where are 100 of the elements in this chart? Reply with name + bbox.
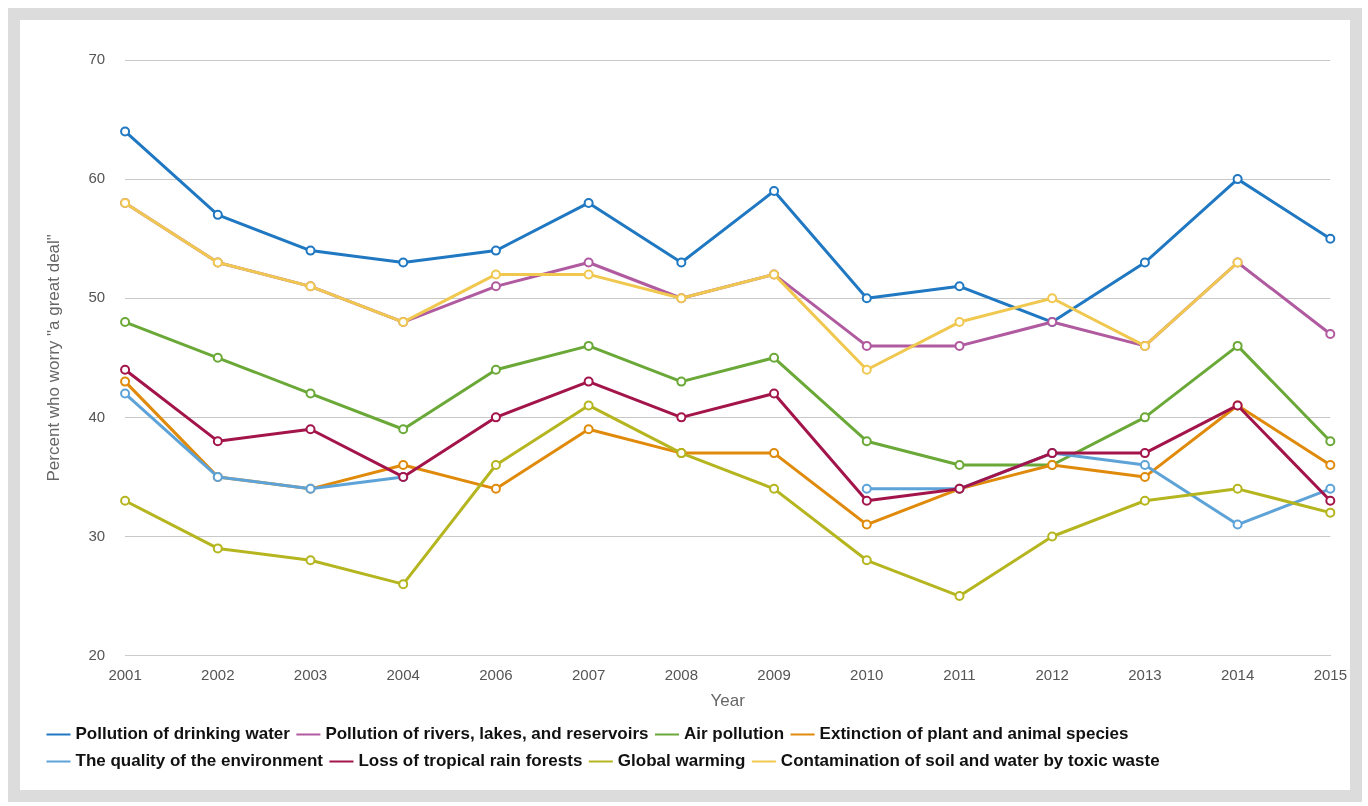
- point: [1139, 460, 1150, 471]
- point: [1232, 483, 1243, 494]
- legend-label: Air pollution: [684, 724, 785, 744]
- legend-label: The quality of the environment: [75, 751, 324, 771]
- point: [676, 412, 687, 423]
- point: [676, 257, 687, 268]
- point: [769, 448, 780, 459]
- point: [1325, 495, 1336, 506]
- point: [398, 257, 409, 268]
- point: [490, 245, 501, 256]
- legend-label: Pollution of drinking water: [75, 724, 291, 744]
- y-tick-label: 70: [88, 50, 106, 68]
- point: [212, 436, 223, 447]
- legend-label: Contamination of soil and water by toxic waste: [780, 751, 1160, 771]
- point: [120, 376, 131, 387]
- point: [1232, 174, 1243, 185]
- point: [861, 555, 872, 566]
- point: [954, 591, 965, 602]
- point: [954, 317, 965, 328]
- x-tick-label: 2015: [1313, 665, 1347, 683]
- point: [1139, 257, 1150, 268]
- x-tick-label: 2010: [850, 665, 884, 683]
- point: [583, 257, 594, 268]
- x-axis-title: Year: [710, 691, 746, 711]
- x-tick-label: 2004: [386, 665, 420, 683]
- point: [1139, 495, 1150, 506]
- legend-label: Extinction of plant and animal species: [819, 724, 1129, 744]
- point: [1325, 483, 1336, 494]
- x-tick-label: 2006: [479, 665, 513, 683]
- point: [120, 495, 131, 506]
- point: [120, 364, 131, 375]
- x-tick-label: 2011: [943, 665, 976, 683]
- point: [398, 579, 409, 590]
- point: [583, 197, 594, 208]
- point: [861, 436, 872, 447]
- point: [861, 293, 872, 304]
- point: [583, 340, 594, 351]
- y-tick-label: 30: [88, 526, 106, 544]
- x-tick-label: 2009: [757, 665, 791, 683]
- point: [398, 424, 409, 435]
- point: [1139, 448, 1150, 459]
- point: [120, 126, 131, 137]
- point: [769, 186, 780, 197]
- point: [1325, 460, 1336, 471]
- y-tick-label: 20: [88, 645, 106, 663]
- point: [769, 388, 780, 399]
- legend-label: Global warming: [617, 751, 746, 771]
- y-tick-label: 40: [88, 407, 106, 425]
- point: [954, 340, 965, 351]
- x-tick-label: 2003: [293, 665, 328, 683]
- point: [861, 483, 872, 494]
- point: [212, 352, 223, 363]
- point: [1325, 328, 1336, 339]
- point: [1047, 293, 1058, 304]
- point: [861, 340, 872, 351]
- point: [769, 483, 780, 494]
- point: [490, 364, 501, 375]
- point: [305, 555, 316, 566]
- x-tick-label: 2002: [201, 665, 235, 683]
- point: [954, 460, 965, 471]
- x-tick-label: 2013: [1128, 665, 1162, 683]
- point: [583, 424, 594, 435]
- point: [120, 317, 131, 328]
- point: [769, 352, 780, 363]
- point: [490, 412, 501, 423]
- x-tick-label: 2008: [664, 665, 699, 683]
- legend-label: Pollution of rivers, lakes, and reservoirs: [325, 724, 649, 744]
- point: [1325, 436, 1336, 447]
- y-tick-label: 60: [88, 169, 106, 187]
- point: [490, 281, 501, 292]
- point: [1232, 340, 1243, 351]
- y-axis-title: Percent who worry "a great deal": [43, 234, 63, 482]
- point: [1325, 233, 1336, 244]
- point: [1139, 412, 1150, 423]
- x-tick-label: 2014: [1220, 665, 1255, 683]
- point: [305, 245, 316, 256]
- point: [861, 495, 872, 506]
- point: [1325, 507, 1336, 518]
- point: [954, 281, 965, 292]
- point: [490, 269, 501, 280]
- point: [212, 209, 223, 220]
- point: [583, 400, 594, 411]
- point: [305, 424, 316, 435]
- point: [583, 376, 594, 387]
- point: [120, 388, 131, 399]
- point: [212, 543, 223, 554]
- point: [490, 460, 501, 471]
- x-tick-label: 2012: [1035, 665, 1069, 683]
- point: [490, 483, 501, 494]
- point: [676, 376, 687, 387]
- x-tick-label: 2001: [108, 665, 142, 683]
- point: [305, 388, 316, 399]
- point: [861, 364, 872, 375]
- x-tick-label: 2007: [571, 665, 606, 683]
- point: [1047, 531, 1058, 542]
- point: [1232, 519, 1243, 530]
- point: [1139, 471, 1150, 482]
- y-tick-label: 50: [88, 288, 106, 306]
- point: [398, 460, 409, 471]
- legend-label: Loss of tropical rain forests: [358, 751, 583, 771]
